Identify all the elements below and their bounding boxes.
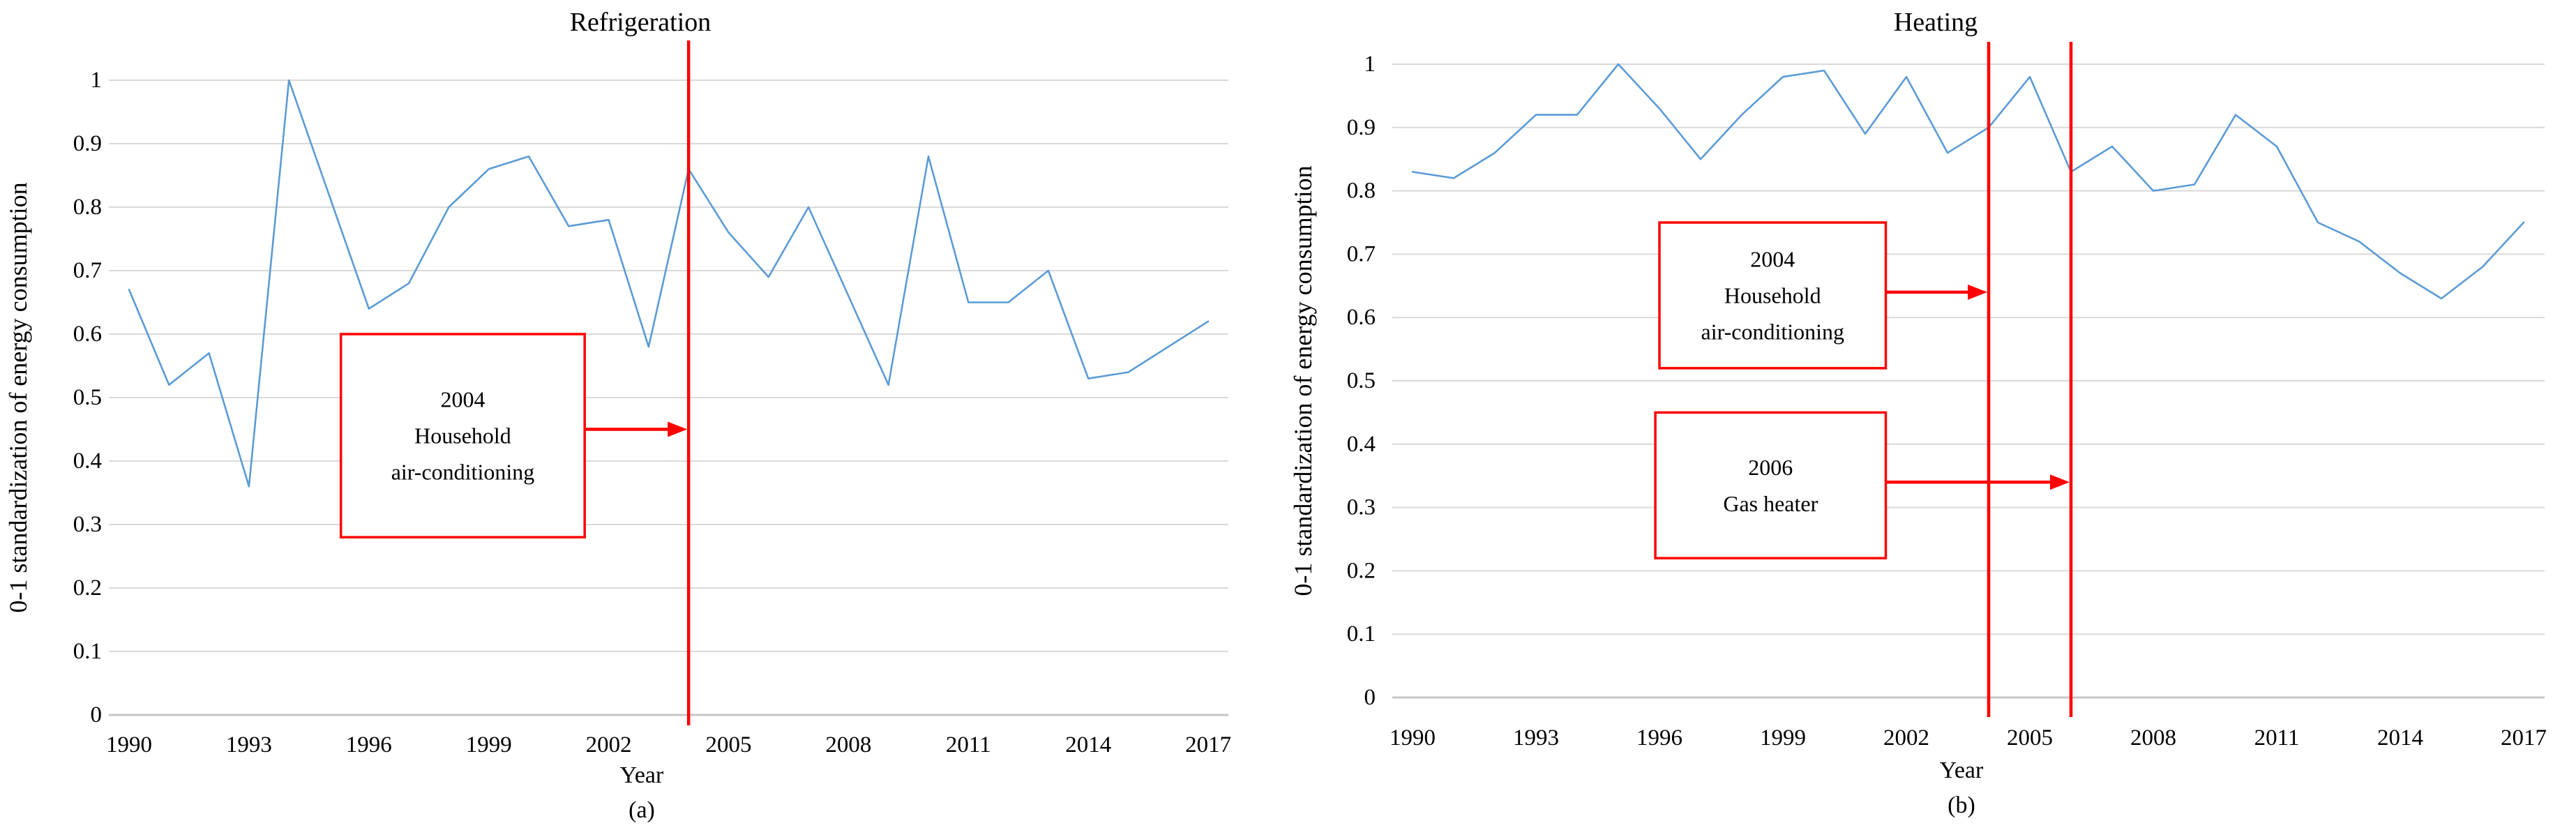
panel-label-b: (b) [1948,792,1975,818]
y-tick-label: 1 [1364,52,1376,77]
y-tick-label: 0.6 [73,322,102,347]
x-tick-label: 2008 [825,732,871,757]
x-tick-label: 1999 [1760,725,1806,751]
x-tick-label: 2014 [1065,732,1111,757]
x-axis-title-refrigeration: Year [620,762,664,788]
x-tick-label: 1999 [466,732,512,757]
annotation-arrowhead [2050,474,2070,490]
x-tick-label: 2005 [706,732,752,757]
y-tick-label: 1 [91,68,103,93]
x-tick-label: 2014 [2377,725,2423,751]
y-tick-label: 0 [1364,685,1376,710]
panel-label-a: (a) [628,797,655,823]
x-tick-label: 2008 [2130,725,2176,751]
series-line [1411,63,2525,300]
y-tick-label: 0.8 [1347,179,1376,204]
y-tick-label: 0.6 [1347,305,1376,330]
annotation-text: 2004 [1750,246,1795,271]
y-tick-label: 0 [91,702,103,727]
annotation-text: air-conditioning [1701,319,1844,344]
heating-chart: 1 0.9 0.8 0.7 0.6 0.5 0.4 0.3 0.2 0.1 0 1990 1993 199… [1289,8,2547,818]
x-tick-label: 2002 [1883,725,1929,751]
annotation-box [339,333,586,538]
y-tick-label: 0.9 [73,131,102,156]
x-tick-label: 2011 [946,732,991,757]
heating-plot-area: 1 0.9 0.8 0.7 0.6 0.5 0.4 0.3 0.2 0.1 0 1990 1993 199… [1347,42,2547,751]
annotation-text: Gas heater [1723,491,1818,516]
x-tick-label: 1993 [226,732,272,757]
y-axis-title-refrigeration: 0-1 standardization of energy consumptio… [4,182,32,612]
annotation-arrowhead [1968,284,1987,300]
y-tick-label: 0.5 [73,385,102,410]
y-tick-label: 0.1 [1347,621,1376,647]
y-tick-label: 0.5 [1347,368,1376,393]
chart-title-refrigeration: Refrigeration [570,8,711,37]
annotation-arrowhead [668,421,688,437]
x-tick-label: 2011 [2254,725,2300,751]
x-tick-label: 1993 [1513,725,1559,751]
x-axis-title-heating: Year [1940,757,1984,783]
annotation-box [1654,411,1888,559]
y-tick-label: 0.7 [1347,241,1376,266]
x-tick-label: 2002 [586,732,632,757]
y-tick-label: 0.7 [73,258,102,283]
x-tick-label: 1990 [1389,725,1436,751]
y-tick-label: 0.4 [73,448,102,474]
y-tick-label: 0.2 [73,575,102,601]
y-tick-label: 0.9 [1347,115,1376,140]
x-tick-label: 2005 [2007,725,2053,751]
annotation-box [1658,221,1888,370]
y-tick-label: 0.4 [1347,432,1376,457]
y-tick-label: 0.1 [73,639,102,664]
chart-title-heating: Heating [1894,8,1978,37]
annotation-text: Household [414,423,511,448]
series-line [128,79,1210,488]
y-tick-label: 0.3 [1347,495,1376,520]
annotation-text: 2006 [1748,455,1793,480]
x-tick-label: 1996 [346,732,392,757]
x-tick-label: 2017 [1185,732,1231,757]
x-tick-label: 1996 [1636,725,1682,751]
y-tick-label: 0.2 [1347,558,1376,583]
annotation-text: air-conditioning [391,460,535,485]
x-tick-label: 1990 [106,732,152,757]
y-tick-label: 0.8 [73,195,102,220]
y-axis-title-heating: 0-1 standardization of energy consumptio… [1289,165,1317,596]
x-tick-label: 2017 [2501,725,2547,751]
annotation-text: 2004 [440,387,485,412]
y-tick-label: 0.3 [73,512,102,537]
annotation-text: Household [1724,282,1821,308]
